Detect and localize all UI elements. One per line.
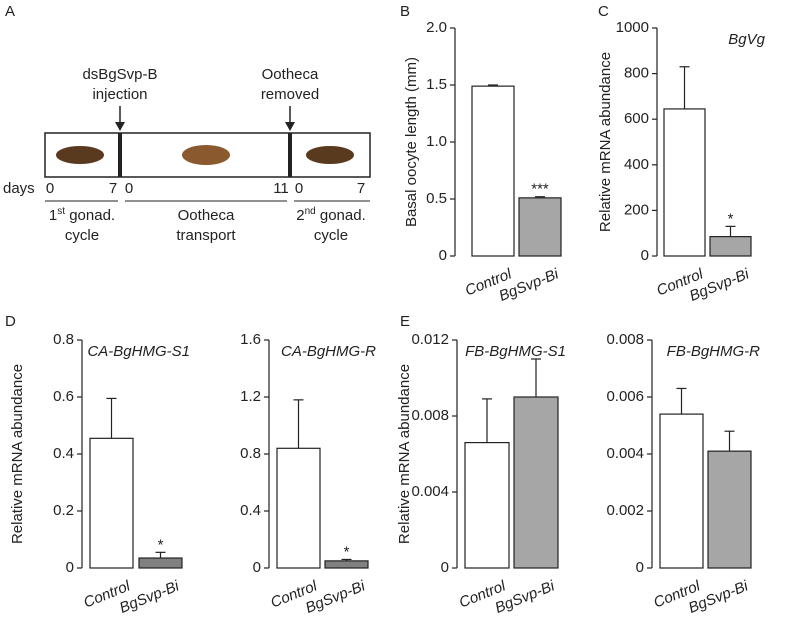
y-tick-label: 0.006 (606, 388, 644, 405)
phase-num: 1 (49, 207, 57, 224)
gene-label: FB-BgHMG-R (667, 343, 761, 360)
gene-label: CA-BgHMG-R (281, 343, 376, 360)
phase-sup: st (57, 206, 65, 217)
y-tick-label: 0.4 (240, 502, 261, 519)
phase-label: 1st gonad. (49, 206, 115, 224)
day-tick: 7 (109, 180, 117, 197)
bar (659, 413, 704, 569)
arrow-head (285, 122, 295, 131)
y-tick-label: 0.8 (53, 331, 74, 348)
y-tick-label: 0 (636, 559, 644, 576)
y-tick-label: 400 (624, 156, 649, 173)
phase-label: cycle (65, 227, 99, 244)
significance: * (728, 210, 734, 227)
y-tick-label: 800 (624, 65, 649, 82)
phase-num: 2 (296, 207, 304, 224)
bar (138, 557, 183, 569)
panel-label: D (5, 313, 16, 330)
y-tick-label: 0 (253, 559, 261, 576)
panel-label: B (400, 3, 410, 20)
y-tick-label: 2.0 (426, 19, 447, 36)
bar (709, 236, 752, 257)
y-tick-label: 600 (624, 110, 649, 127)
timeline-box (44, 132, 371, 178)
bar (464, 442, 510, 569)
insect (56, 146, 104, 164)
phase-rest: gonad. (65, 207, 115, 224)
bar (276, 447, 321, 569)
significance: *** (531, 181, 549, 198)
y-axis-label: Relative mRNA abundance (597, 52, 614, 232)
gene-label: FB-BgHMG-S1 (465, 343, 566, 360)
y-tick-label: 1.0 (426, 133, 447, 150)
significance: * (158, 536, 164, 553)
day-tick: 0 (125, 180, 133, 197)
event-label: Ootheca (262, 66, 319, 83)
phase-label: 2nd gonad. (296, 206, 366, 224)
y-tick-label: 1000 (616, 19, 649, 36)
phase-rest: Ootheca (178, 207, 235, 224)
y-axis-label: Relative mRNA abundance (396, 364, 413, 544)
y-tick-label: 1.2 (240, 388, 261, 405)
day-tick: 0 (46, 180, 54, 197)
y-tick-label: 0.8 (240, 445, 261, 462)
insect (306, 146, 354, 164)
phase-label: transport (176, 227, 236, 244)
y-tick-label: 0.6 (53, 388, 74, 405)
day-tick: 7 (357, 180, 365, 197)
y-axis-label: Basal oocyte length (mm) (403, 57, 420, 227)
y-tick-label: 0.008 (411, 407, 449, 424)
y-tick-label: 0 (66, 559, 74, 576)
day-tick: 11 (273, 180, 289, 197)
phase-label: cycle (314, 227, 348, 244)
event-label: injection (92, 86, 147, 103)
bar (513, 396, 559, 569)
phase-sup: nd (305, 206, 316, 217)
panel-label: C (598, 3, 609, 20)
event-label: removed (261, 86, 319, 103)
y-tick-label: 0.002 (606, 502, 644, 519)
y-tick-label: 0.012 (411, 331, 449, 348)
bar (518, 197, 562, 257)
insect (182, 145, 230, 165)
day-tick: 0 (295, 180, 303, 197)
bar (89, 437, 134, 569)
y-tick-label: 0.008 (606, 331, 644, 348)
bar (707, 450, 752, 569)
phase-label: Ootheca (178, 207, 235, 224)
y-tick-label: 0.2 (53, 502, 74, 519)
phase-rest: gonad. (316, 207, 366, 224)
y-tick-label: 0.5 (426, 190, 447, 207)
diagram: dsBgSvp-B injection Ootheca removed days… (3, 66, 371, 244)
y-tick-label: 0 (439, 247, 447, 264)
y-tick-label: 0.4 (53, 445, 74, 462)
bar (471, 85, 515, 257)
days-label: days (3, 180, 35, 197)
y-tick-label: 0.004 (606, 445, 644, 462)
y-tick-label: 0 (441, 559, 449, 576)
panel-label: A (5, 3, 15, 20)
bar (324, 560, 369, 569)
gene-label: BgVg (728, 31, 765, 48)
bar (663, 108, 706, 257)
arrow-head (115, 122, 125, 131)
y-tick-label: 200 (624, 201, 649, 218)
panel-label: E (400, 313, 410, 330)
y-tick-label: 0.004 (411, 483, 449, 500)
y-axis-label: Relative mRNA abundance (9, 364, 26, 544)
y-tick-label: 1.6 (240, 331, 261, 348)
y-tick-label: 1.5 (426, 76, 447, 93)
significance: * (344, 543, 350, 560)
gene-label: CA-BgHMG-S1 (87, 343, 190, 360)
y-tick-label: 0 (641, 247, 649, 264)
event-label: dsBgSvp-B (82, 66, 157, 83)
